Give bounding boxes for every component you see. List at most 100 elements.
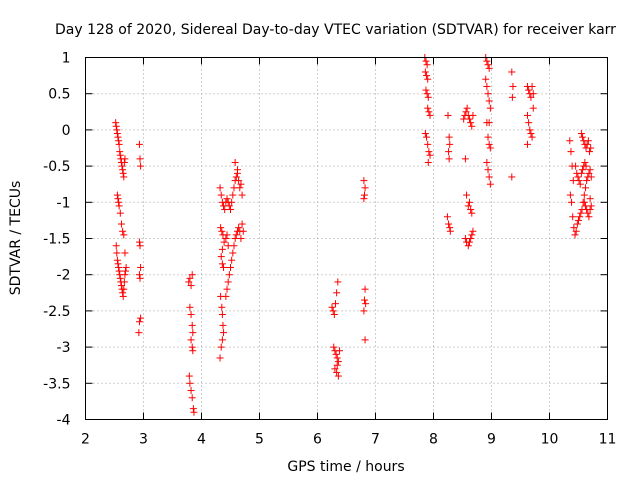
data-point [463, 191, 471, 199]
data-point [528, 133, 536, 141]
data-point [485, 97, 493, 105]
data-point [229, 191, 237, 199]
data-point [185, 278, 193, 286]
data-point [568, 198, 576, 206]
data-point [120, 173, 128, 181]
data-point [523, 111, 531, 119]
data-point [235, 224, 243, 232]
data-point [219, 321, 227, 329]
data-point [119, 169, 127, 177]
data-point [228, 256, 236, 264]
data-point [189, 405, 197, 413]
data-point [113, 191, 121, 199]
data-point [423, 90, 431, 98]
data-point [424, 140, 432, 148]
data-point [122, 263, 130, 271]
data-point [465, 198, 473, 206]
data-point [220, 263, 228, 271]
data-point [573, 220, 581, 228]
data-point [225, 202, 233, 210]
data-point [135, 238, 143, 246]
data-point [217, 253, 225, 261]
y-tick-label: 0.5 [48, 87, 70, 103]
data-point [223, 231, 231, 239]
data-point [575, 216, 582, 224]
data-point [461, 155, 469, 163]
data-point [238, 191, 246, 199]
data-points [112, 54, 595, 416]
data-point [423, 133, 431, 141]
data-point [216, 354, 224, 362]
data-point [446, 224, 454, 232]
data-point [120, 278, 128, 286]
data-point [116, 209, 124, 217]
data-point [120, 285, 128, 293]
data-point [484, 133, 492, 141]
data-point [464, 202, 472, 210]
data-point [523, 140, 531, 148]
data-point [525, 119, 533, 127]
data-point [360, 296, 368, 304]
axis-ticks [85, 57, 608, 420]
data-point [186, 303, 194, 311]
data-point [122, 267, 130, 275]
y-tick-label: -2.5 [43, 304, 70, 320]
data-point [135, 329, 143, 337]
data-point [464, 242, 472, 250]
data-point [334, 358, 342, 366]
data-point [112, 122, 120, 130]
data-point [121, 271, 129, 279]
data-point [580, 191, 588, 199]
data-point [188, 271, 196, 279]
data-point [119, 289, 127, 297]
data-point [529, 90, 537, 98]
data-point [577, 130, 585, 138]
y-axis-label: SDTVAR / TECUs [8, 181, 24, 296]
data-point [227, 263, 234, 271]
data-point [217, 343, 225, 351]
data-point [216, 184, 224, 192]
data-point [112, 119, 120, 127]
data-point [572, 227, 580, 235]
data-point [334, 372, 342, 380]
data-point [220, 329, 228, 337]
data-point [218, 260, 226, 268]
data-point [360, 191, 368, 199]
data-point [468, 231, 476, 239]
y-tick-label: -1 [57, 195, 71, 211]
data-point [421, 68, 429, 76]
data-point [567, 148, 575, 156]
plot-frame [85, 57, 608, 420]
data-point [445, 133, 453, 141]
data-point [485, 173, 493, 181]
data-point [508, 173, 516, 181]
data-point [333, 368, 341, 376]
data-point [467, 235, 475, 242]
data-point [232, 173, 240, 181]
data-point [484, 61, 492, 69]
x-tick-label: 5 [255, 432, 264, 448]
data-point [574, 173, 582, 181]
data-point [583, 177, 591, 185]
data-point [135, 271, 143, 279]
y-tick-label: -3.5 [43, 376, 70, 392]
data-point [118, 162, 126, 170]
data-point [525, 86, 533, 94]
data-point [508, 93, 516, 101]
data-point [189, 347, 197, 355]
data-point [360, 195, 368, 203]
data-point [424, 158, 432, 166]
data-point [334, 278, 342, 286]
x-tick-label: 4 [197, 432, 206, 448]
data-point [115, 140, 123, 148]
data-point [446, 140, 454, 148]
data-point [233, 166, 241, 174]
data-point [577, 209, 585, 217]
grid-lines [85, 57, 608, 420]
data-point [188, 343, 196, 351]
data-point [585, 169, 593, 177]
y-tick-label: -4 [57, 413, 71, 429]
data-point [217, 191, 225, 199]
data-point [485, 140, 493, 148]
